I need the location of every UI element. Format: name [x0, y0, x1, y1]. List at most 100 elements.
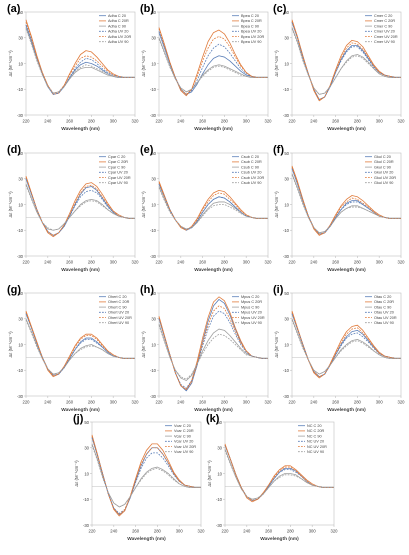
y-tick-label: 50	[18, 151, 23, 156]
legend-entry: Adha UV 90	[108, 40, 128, 44]
series-line	[291, 313, 401, 378]
series-line	[25, 318, 135, 375]
legend-entry: Cmer UV 20	[374, 30, 395, 34]
y-axis-label: Δε (M⁻¹cm⁻¹)	[8, 191, 13, 218]
panel-label: (a)	[7, 3, 21, 15]
legend-entry: Otau UV 90	[374, 321, 394, 325]
legend-entry: Vcar UV 90	[174, 450, 193, 454]
panel-label: (b)	[140, 3, 154, 15]
x-tick-label: 220	[289, 400, 297, 405]
y-tick-label: 30	[151, 36, 156, 41]
legend-entry: Gkul UV 20R	[374, 176, 396, 180]
legend-entry: NC C 20	[307, 424, 322, 428]
x-axis-label: Wavelength (nm)	[260, 536, 299, 542]
x-tick-label: 280	[221, 400, 229, 405]
series-line	[25, 178, 135, 236]
legend-entry: Adha C 20R	[108, 19, 129, 23]
series-line	[291, 174, 401, 234]
y-axis-label: Δε (M⁻¹cm⁻¹)	[274, 331, 279, 358]
x-tick-label: 320	[331, 529, 339, 534]
panel-d: -30 -10 10 30 50 220 240 260 280 300 320 Wavelength…	[7, 144, 139, 273]
y-axis-label: Δε (M⁻¹cm⁻¹)	[141, 331, 146, 358]
x-tick-label: 300	[376, 119, 384, 124]
x-tick-label: 220	[23, 260, 31, 265]
series-line	[25, 24, 135, 95]
y-tick-label: 10	[151, 202, 156, 207]
x-axis-label: Wavelength (nm)	[194, 126, 233, 132]
y-tick-label: 50	[151, 291, 156, 296]
y-tick-label: 10	[151, 342, 156, 347]
panel-a: -30 -10 10 30 50 220 240 260 280 300 320 Wavelength…	[7, 3, 139, 132]
legend-entry: Mpus UV 20R	[241, 316, 265, 320]
panel-label: (j)	[73, 413, 84, 425]
legend-entry: Csub C 20	[241, 155, 259, 159]
y-tick-label: 10	[18, 202, 23, 207]
legend-entry: Vcar C 20R	[174, 429, 194, 433]
legend-entry: Mpus C 20R	[241, 300, 262, 304]
legend-entry: Bpea UV 90	[241, 40, 261, 44]
x-tick-label: 220	[23, 400, 31, 405]
y-axis-label: Δε (M⁻¹cm⁻¹)	[207, 460, 212, 487]
legend-entry: Cpar C 20	[108, 155, 125, 159]
y-tick-label: 30	[18, 177, 23, 182]
x-tick-label: 240	[44, 400, 52, 405]
y-tick-label: -30	[150, 254, 157, 259]
x-tick-label: 240	[310, 119, 318, 124]
series-line	[291, 167, 401, 235]
x-tick-label: 260	[66, 400, 74, 405]
x-tick-label: 320	[265, 260, 273, 265]
x-tick-label: 280	[354, 119, 362, 124]
series-line	[158, 183, 268, 231]
legend-entry: Gkul C 20R	[374, 160, 394, 164]
series-line	[91, 445, 201, 508]
y-tick-label: -10	[17, 368, 24, 373]
x-axis-label: Wavelength (nm)	[327, 267, 366, 273]
y-tick-label: -10	[216, 497, 223, 502]
y-tick-label: 10	[151, 61, 156, 66]
x-tick-label: 280	[221, 119, 229, 124]
x-tick-label: 320	[265, 400, 273, 405]
legend-entry: Bpea C 20	[241, 14, 259, 18]
x-axis-label: Wavelength (nm)	[327, 407, 366, 413]
panel-g: -30 -10 10 30 50 220 240 260 280 300 320 Wavelength…	[7, 284, 139, 413]
x-tick-label: 300	[176, 529, 184, 534]
y-tick-label: 50	[18, 10, 23, 15]
x-tick-label: 260	[332, 119, 340, 124]
series-line	[291, 28, 401, 95]
x-axis-label: Wavelength (nm)	[194, 267, 233, 273]
legend-entry: Cpar C 90	[108, 165, 125, 169]
x-tick-label: 260	[66, 260, 74, 265]
series-line	[291, 20, 401, 100]
y-tick-label: -30	[150, 394, 157, 399]
series-line	[158, 31, 268, 95]
x-axis-label: Wavelength (nm)	[61, 126, 100, 132]
y-tick-label: -10	[83, 497, 90, 502]
y-tick-label: 30	[284, 36, 289, 41]
panel-k: -30 -10 10 30 50 220 240 260 280 300 320 Wavelength…	[206, 413, 338, 542]
legend-entry: Bpea C 20R	[241, 19, 262, 23]
x-tick-label: 260	[265, 529, 273, 534]
x-tick-label: 300	[243, 400, 251, 405]
x-tick-label: 280	[154, 529, 162, 534]
legend-entry: Csub C 20R	[241, 160, 262, 164]
legend-entry: Csub UV 90	[241, 181, 261, 185]
y-tick-label: 50	[284, 151, 289, 156]
x-axis-label: Wavelength (nm)	[194, 407, 233, 413]
legend-entry: Vcar UV 20R	[174, 445, 196, 449]
x-tick-label: 260	[199, 119, 207, 124]
y-axis-label: Δε (M⁻¹cm⁻¹)	[74, 460, 79, 487]
x-tick-label: 280	[88, 119, 96, 124]
x-tick-label: 260	[332, 260, 340, 265]
x-tick-label: 260	[66, 119, 74, 124]
x-tick-label: 240	[177, 119, 185, 124]
x-tick-label: 320	[132, 400, 140, 405]
series-line	[25, 177, 135, 236]
panel-label: (d)	[7, 144, 21, 156]
panel-b: -30 -10 10 30 50 220 240 260 280 300 320 Wavelength…	[140, 3, 272, 132]
legend-entry: Bpea UV 20R	[241, 35, 264, 39]
legend-entry: Otau C 20	[374, 295, 391, 299]
x-tick-label: 260	[199, 400, 207, 405]
y-tick-label: -10	[283, 87, 290, 92]
x-tick-label: 320	[398, 260, 406, 265]
